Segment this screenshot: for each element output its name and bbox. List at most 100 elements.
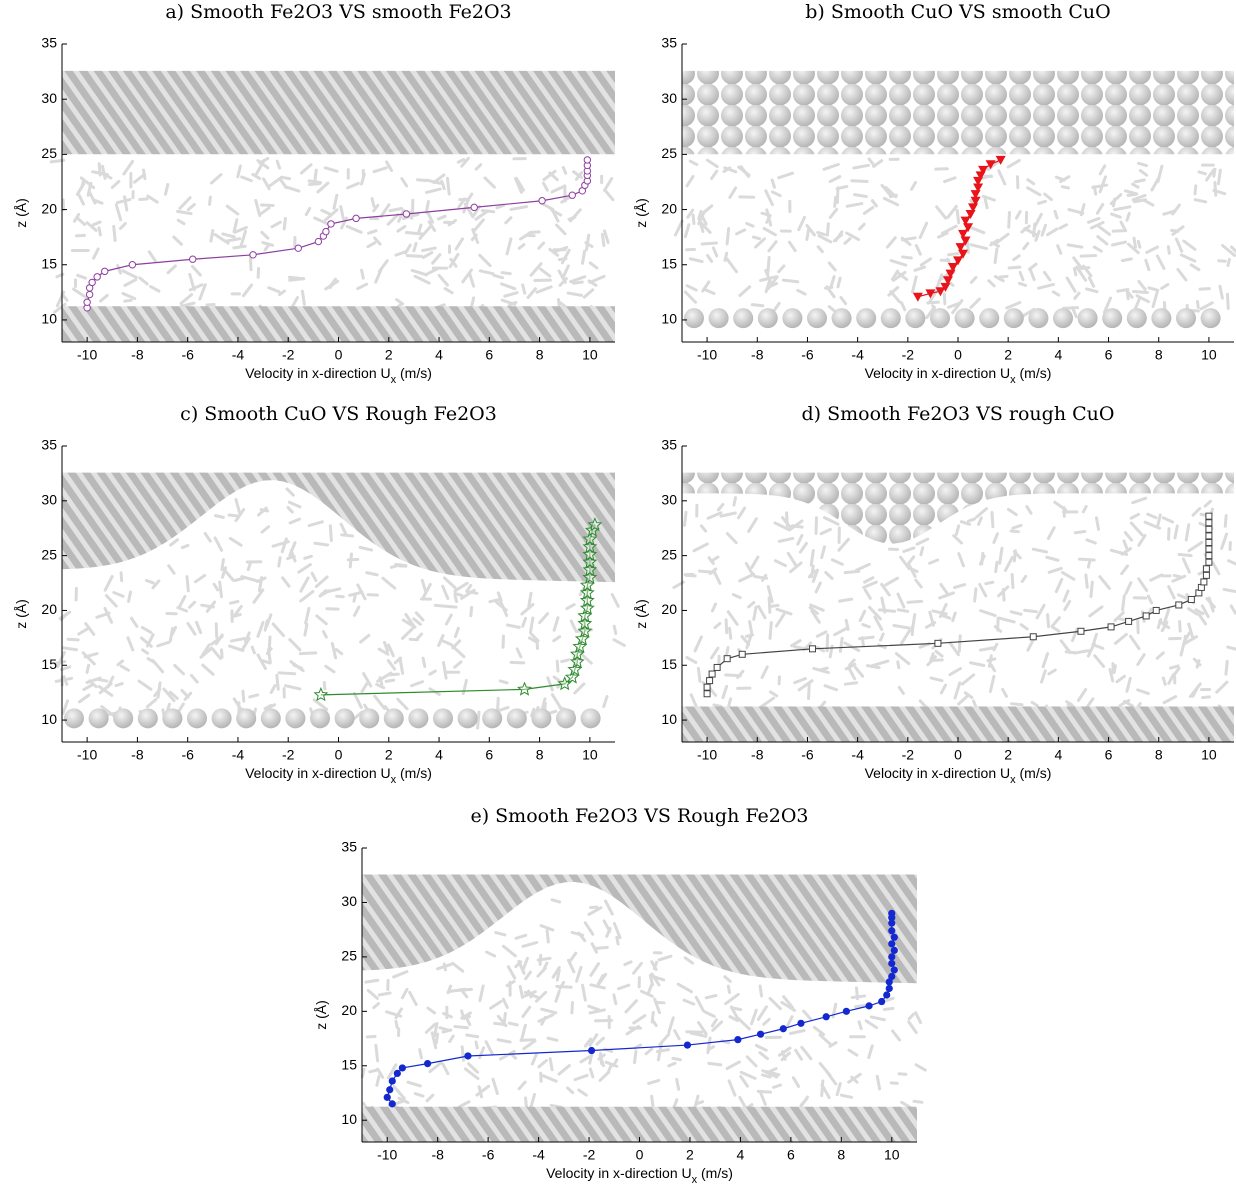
molecule-strand (53, 660, 67, 665)
x-label-unit: (m/s) (1016, 365, 1052, 381)
molecule-strand (707, 556, 715, 565)
marker (960, 216, 971, 226)
molecule-strand (978, 582, 988, 598)
molecule-strand (408, 990, 418, 1007)
bottom-atom (482, 708, 503, 729)
molecule-strand (240, 575, 259, 583)
molecule-strand (478, 253, 492, 268)
molecule-strand (1063, 599, 1072, 612)
molecule-strand (314, 575, 329, 589)
bottom-atom (1200, 308, 1221, 329)
bottom-wall (362, 1106, 917, 1142)
molecule-strand (602, 695, 609, 709)
molecule-strand (76, 217, 87, 227)
molecule-strand (186, 621, 197, 636)
marker (1202, 571, 1210, 579)
marker (579, 600, 595, 615)
molecule-strand (709, 646, 720, 660)
molecule-strand (114, 203, 123, 222)
marker (888, 959, 896, 968)
chart-title: b) Smooth CuO VS smooth CuO (805, 1, 1111, 23)
molecule-strand (1051, 290, 1061, 297)
bottom-atom (831, 308, 852, 329)
marker (386, 1086, 394, 1094)
marker (582, 554, 598, 569)
x-tick-label: 8 (1155, 347, 1163, 363)
bottom-atom (757, 308, 778, 329)
x-tick-label: 6 (1105, 747, 1113, 763)
molecule-strand (288, 638, 302, 652)
molecule-strand (118, 222, 127, 230)
molecule-strand (266, 703, 277, 711)
molecule-strand (478, 984, 485, 1003)
molecule-strand (211, 647, 222, 660)
y-tick-label: 30 (341, 893, 357, 909)
molecule-strand (1053, 500, 1068, 512)
molecule-strand (1126, 192, 1138, 197)
molecule-strand (232, 697, 244, 714)
molecule-strand (104, 594, 118, 608)
y-tick-label: 35 (41, 437, 57, 453)
y-tick-label: 10 (341, 1111, 357, 1127)
molecule-strand (275, 673, 280, 691)
molecule-strand (1113, 205, 1132, 212)
x-label-unit: (m/s) (1016, 765, 1052, 781)
molecule-strand (304, 606, 311, 625)
molecule-strand (744, 561, 755, 577)
molecule-strand (965, 239, 970, 254)
x-tick-label: 6 (485, 747, 493, 763)
molecule-strand (818, 1061, 832, 1077)
molecule-strand (694, 1100, 705, 1106)
molecule-strand (780, 1000, 797, 1012)
molecule-strand (527, 989, 533, 999)
molecule-strand (1142, 198, 1155, 207)
molecule-strand (72, 212, 81, 223)
marker (706, 677, 714, 685)
molecule-strand (830, 558, 844, 566)
molecule-strand (853, 665, 865, 678)
molecule-strand (862, 206, 875, 215)
molecule-strand (825, 222, 830, 237)
molecule-strand (489, 999, 503, 1010)
molecule-strand (394, 1019, 399, 1029)
molecule-strand (412, 241, 418, 253)
molecule-strand (256, 653, 267, 670)
molecule-strand (948, 667, 963, 677)
molecule-strand (528, 616, 535, 635)
molecule-strand (764, 189, 774, 207)
molecule-strand (1054, 577, 1064, 594)
molecule-strand (887, 285, 900, 297)
marker (572, 638, 588, 653)
x-tick-label: 0 (335, 747, 343, 763)
molecule-strand (1098, 164, 1107, 176)
molecule-strand (853, 193, 868, 199)
molecule-strand (918, 221, 929, 239)
x-tick-label: 2 (385, 347, 393, 363)
molecule-strand (460, 1045, 466, 1062)
molecule-strand (229, 637, 246, 643)
molecule-strand (1115, 674, 1126, 684)
molecule-strand (431, 253, 442, 265)
molecule-strand (493, 1021, 505, 1026)
bottom-atom (236, 708, 257, 729)
molecule-strand (914, 1063, 927, 1072)
x-axis-label: Velocity in x-direction Ux (m/s) (245, 765, 432, 786)
molecule-strand (1037, 199, 1047, 205)
molecule-strand (522, 1039, 537, 1051)
marker (935, 287, 946, 297)
marker (885, 984, 893, 993)
molecule-strand (978, 646, 996, 652)
molecule-strand (77, 626, 91, 636)
molecule-strand (832, 233, 844, 243)
molecule-strand (1135, 294, 1151, 304)
molecule-strand (1121, 594, 1126, 612)
molecule-strand (421, 656, 427, 668)
molecule-strand (340, 216, 348, 230)
molecule-strand (372, 166, 388, 174)
molecule-strand (515, 647, 523, 659)
molecule-strand (168, 627, 175, 643)
molecule-strand (1066, 243, 1084, 249)
molecule-strand (589, 962, 601, 977)
molecule-strand (1046, 227, 1059, 237)
molecule-strand (612, 922, 622, 940)
